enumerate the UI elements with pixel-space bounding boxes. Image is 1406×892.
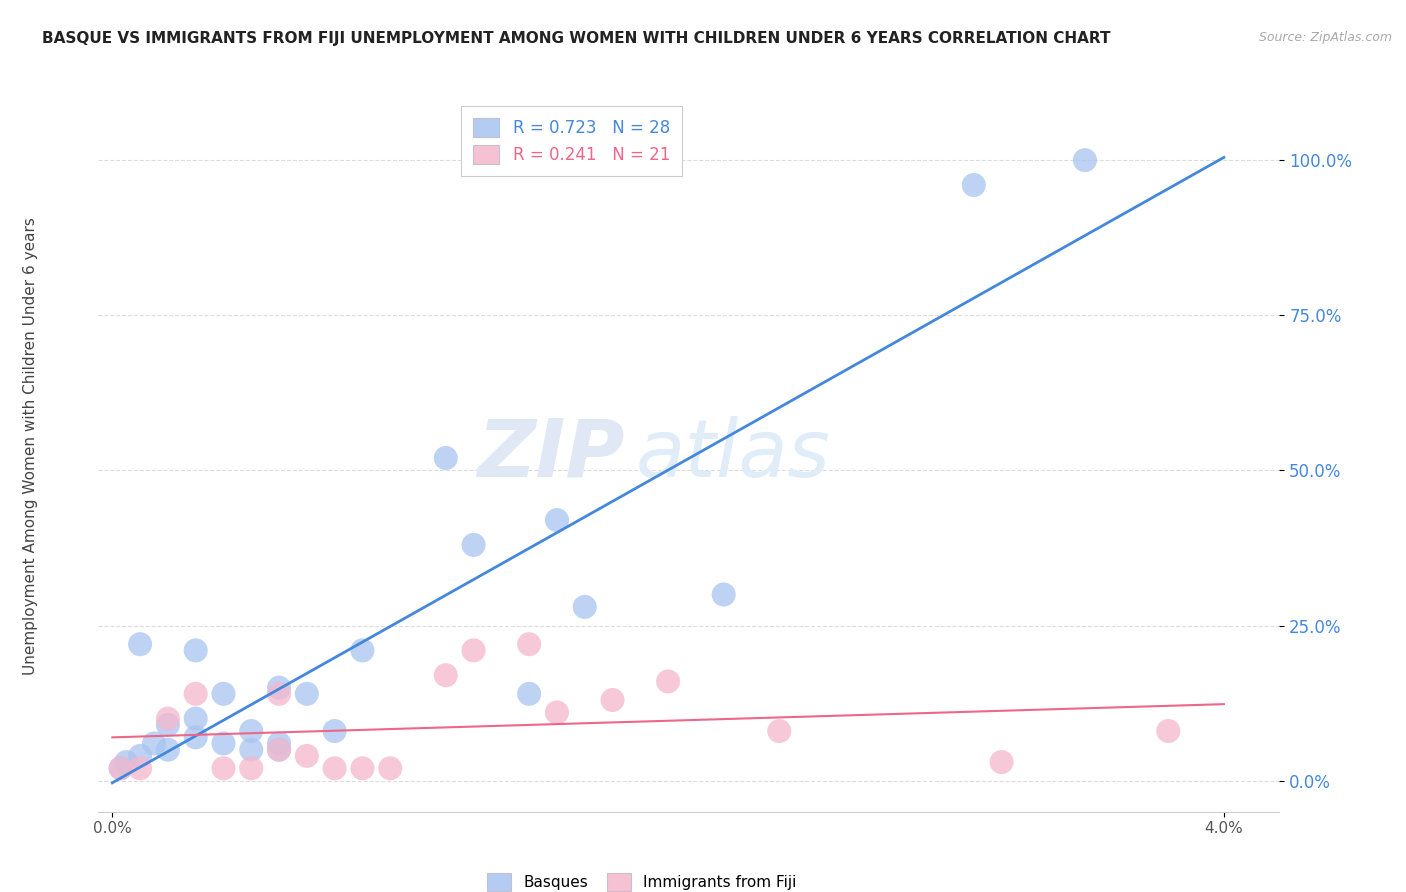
Point (212, 761, 235, 775)
Point (143, 736, 166, 750)
Point (602, 693, 624, 707)
Point (212, 687, 235, 701)
Point (713, 588, 735, 602)
Point (156, 712, 179, 726)
Point (323, 724, 346, 739)
Point (267, 742, 290, 756)
Text: ZIP: ZIP (477, 416, 624, 494)
Point (156, 742, 179, 756)
Point (184, 687, 207, 701)
Point (184, 712, 207, 726)
Point (110, 761, 132, 775)
Point (963, 178, 986, 192)
Legend: Basques, Immigrants from Fiji: Basques, Immigrants from Fiji (479, 866, 804, 892)
Point (463, 643, 485, 657)
Point (184, 731, 207, 745)
Point (267, 687, 290, 701)
Point (463, 538, 485, 552)
Point (434, 668, 457, 682)
Point (295, 748, 318, 763)
Text: atlas: atlas (636, 416, 831, 494)
Point (240, 724, 263, 739)
Point (240, 742, 263, 756)
Point (380, 761, 402, 775)
Point (156, 718, 179, 732)
Point (546, 706, 568, 720)
Point (240, 761, 263, 775)
Point (1074, 153, 1097, 168)
Point (768, 724, 790, 739)
Point (295, 687, 318, 701)
Point (267, 681, 290, 695)
Point (184, 643, 207, 657)
Point (990, 755, 1012, 769)
Text: Unemployment Among Women with Children Under 6 years: Unemployment Among Women with Children U… (24, 217, 38, 675)
Text: BASQUE VS IMMIGRANTS FROM FIJI UNEMPLOYMENT AMONG WOMEN WITH CHILDREN UNDER 6 YE: BASQUE VS IMMIGRANTS FROM FIJI UNEMPLOYM… (42, 31, 1111, 46)
Point (352, 643, 374, 657)
Point (212, 736, 235, 750)
Point (323, 761, 346, 775)
Point (517, 637, 540, 651)
Point (517, 687, 540, 701)
Point (267, 742, 290, 756)
Point (129, 761, 152, 775)
Point (129, 748, 152, 763)
Point (434, 450, 457, 465)
Text: Source: ZipAtlas.com: Source: ZipAtlas.com (1258, 31, 1392, 45)
Point (110, 761, 132, 775)
Point (546, 513, 568, 527)
Point (129, 637, 152, 651)
Point (352, 761, 374, 775)
Point (574, 599, 596, 614)
Point (1157, 724, 1180, 739)
Point (657, 674, 679, 689)
Point (267, 736, 290, 750)
Point (115, 755, 138, 769)
